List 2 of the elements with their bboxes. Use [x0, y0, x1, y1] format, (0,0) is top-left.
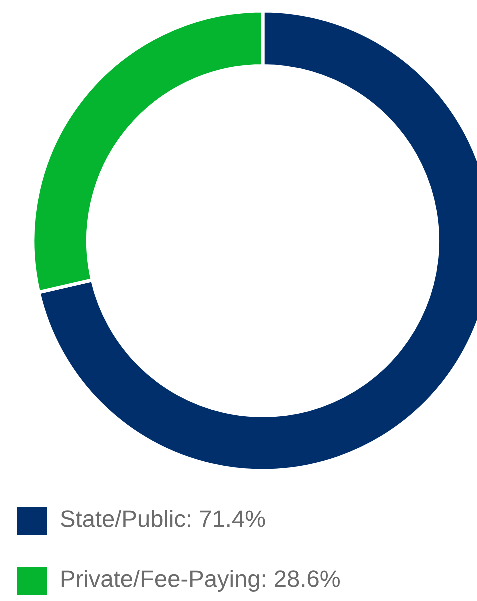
legend-label: State/Public: 71.4%: [61, 510, 266, 528]
legend-label: Private/Fee-Paying: 28.6%: [62, 570, 340, 592]
